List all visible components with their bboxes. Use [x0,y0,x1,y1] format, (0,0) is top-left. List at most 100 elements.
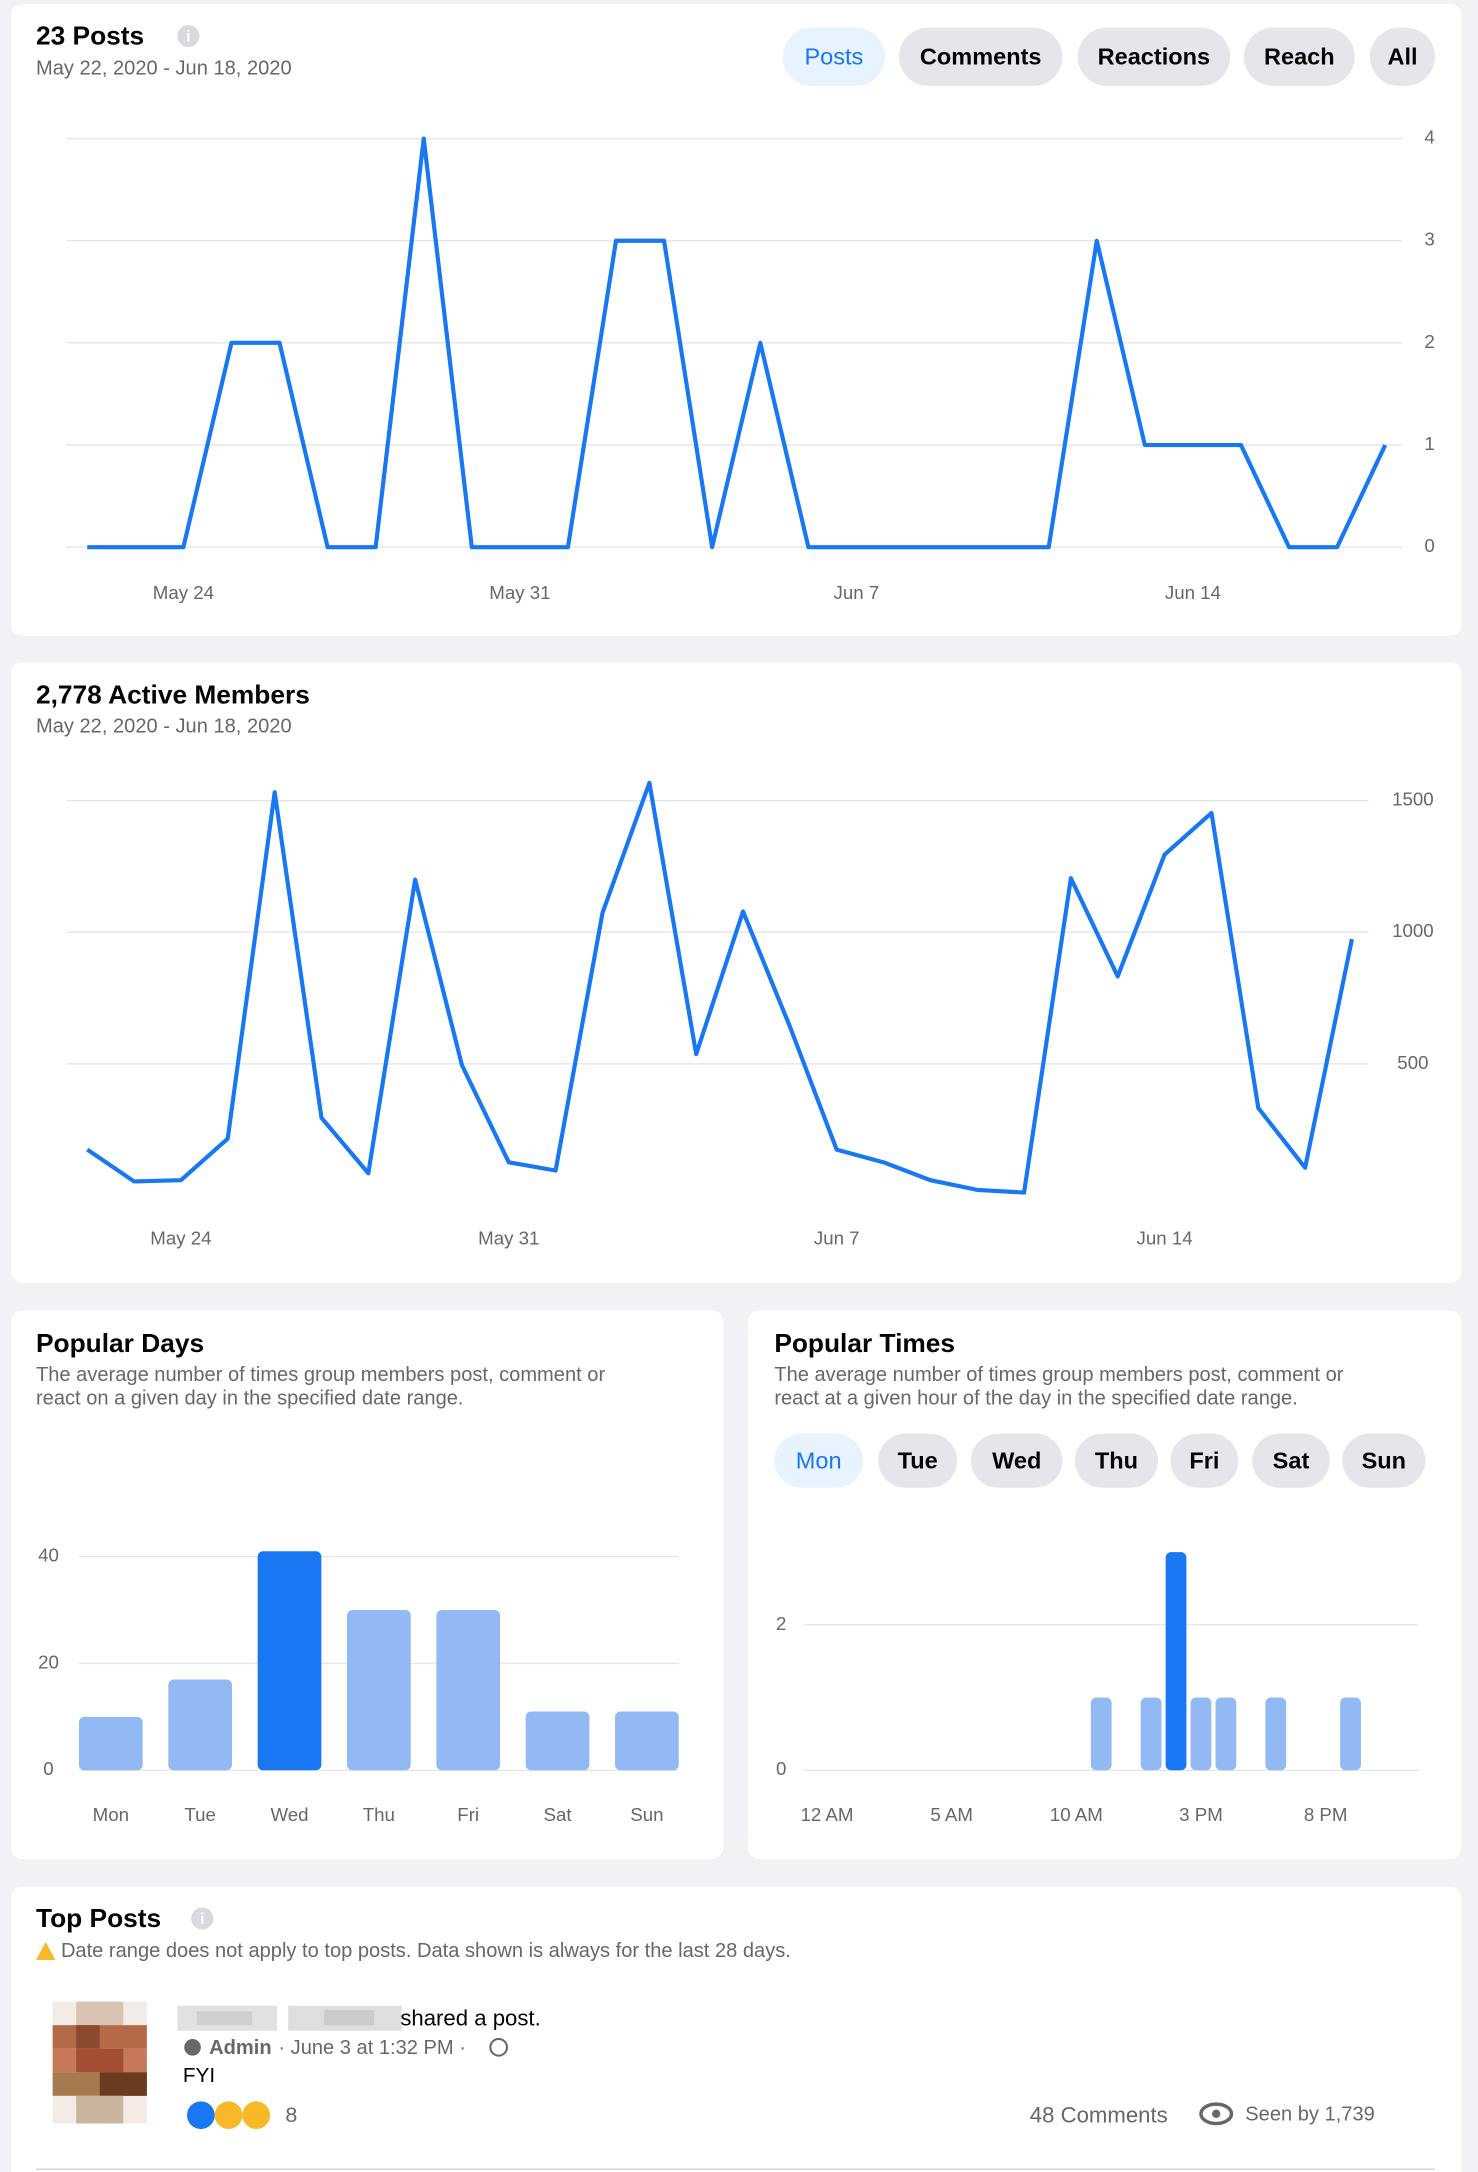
x-tick-label: Tue [184,1804,216,1825]
tab-button[interactable] [774,1433,863,1488]
description: The average number of times group member… [774,1364,1343,1386]
bar[interactable] [1215,1697,1237,1771]
y-tick-label: 0 [776,1758,786,1779]
bar[interactable] [1140,1697,1162,1771]
wow-icon [242,2101,271,2130]
seen-count: Seen by 1,739 [1245,2103,1375,2125]
bar[interactable] [436,1609,501,1771]
metric-tabs: Posts Comments Reactions Reach All [782,27,1436,86]
date-range: May 22, 2020 - Jun 18, 2020 [36,716,292,738]
avatar [52,2001,147,2124]
haha-icon [214,2101,243,2130]
x-tick-label: Sun [630,1804,663,1825]
tab-label: Tue [898,1447,938,1473]
y-tick-label: 20 [38,1651,59,1672]
bar[interactable] [525,1711,590,1771]
x-tick-label: 5 AM [930,1804,973,1825]
globe-icon [489,2037,509,2057]
tab-button[interactable] [1252,1433,1330,1488]
tab-label: Sun [1362,1447,1406,1473]
bar[interactable] [1165,1552,1187,1771]
tab-button[interactable] [1369,27,1436,86]
tab-label: Comments [920,43,1042,69]
reaction-count: 8 [285,2103,297,2127]
y-tick-label: 2 [776,1613,786,1634]
info-icon[interactable] [177,24,200,48]
tab-button[interactable] [898,27,1063,86]
card-title: Popular Days [36,1328,204,1358]
x-tick-label: Sat [544,1804,573,1825]
like-icon [187,2101,215,2130]
tab-label: All [1387,43,1417,69]
info-glyph: i [186,28,190,45]
y-tick-label: 1000 [1392,920,1434,941]
tab-label: Reach [1264,43,1335,69]
card-title: 2,778 Active Members [36,680,310,710]
description: react at a given hour of the day in the … [774,1387,1298,1409]
x-tick-label: Jun 7 [814,1228,860,1249]
top-posts-card [11,1886,1462,2172]
x-tick-label: May 31 [489,582,550,603]
tab-button[interactable] [971,1433,1063,1488]
bar[interactable] [1090,1697,1112,1771]
tab-label: Mon [796,1447,842,1473]
x-tick-label: 12 AM [800,1804,853,1825]
card-title: Popular Times [774,1328,955,1358]
line [86,780,1354,1195]
bar[interactable] [1190,1697,1212,1771]
bar[interactable] [346,1609,411,1771]
y-tick-label: 1 [1424,433,1434,454]
bar[interactable] [1265,1697,1287,1771]
tab-button[interactable] [1170,1433,1239,1488]
x-tick-label: May 31 [478,1228,539,1249]
info-glyph: i [200,1911,204,1928]
x-tick-label: 8 PM [1304,1804,1348,1825]
x-tick-label: 3 PM [1179,1804,1223,1825]
y-tick-label: 1500 [1392,789,1434,810]
description: react on a given day in the specified da… [36,1387,464,1409]
y-tick-label: 2 [1424,331,1434,352]
x-tick-label: Thu [363,1804,395,1825]
x-tick-label: May 24 [153,582,214,603]
bar[interactable] [257,1551,322,1771]
y-tick-label: 4 [1424,126,1434,147]
post-role: Admin [209,2037,271,2059]
date-range: May 22, 2020 - Jun 18, 2020 [36,58,292,80]
tab-button[interactable] [782,27,886,86]
y-tick-label: 0 [1424,535,1434,556]
bar[interactable] [168,1679,233,1771]
tab-button[interactable] [878,1433,958,1488]
x-tick-label: Mon [93,1804,129,1825]
tab-label: Sat [1273,1447,1310,1473]
bar[interactable] [78,1716,143,1771]
x-tick-label: Wed [270,1804,308,1825]
x-tick-label: Jun 14 [1137,1228,1193,1249]
description: The average number of times group member… [36,1364,605,1386]
blurred-name [177,2005,402,2031]
comment-count[interactable]: 48 Comments [1030,2102,1168,2127]
y-tick-label: 3 [1424,229,1434,250]
x-tick-label: Jun 14 [1165,582,1221,603]
card-title: 23 Posts [36,20,144,50]
y-tick-label: 500 [1397,1052,1428,1073]
posts-card [11,4,1462,636]
tab-label: Wed [992,1447,1041,1473]
x-tick-label: 10 AM [1050,1804,1103,1825]
tab-button[interactable] [1077,27,1231,86]
tab-button[interactable] [1074,1433,1159,1488]
members-card [11,662,1462,1283]
line [87,136,1388,550]
y-tick-label: 40 [38,1545,59,1566]
bar[interactable] [615,1711,679,1771]
bar[interactable] [1340,1697,1361,1771]
notice: Date range does not apply to top posts. … [61,1940,791,1962]
post-meta: · June 3 at 1:32 PM · [278,2037,466,2059]
info-icon[interactable] [191,1907,214,1930]
tab-button[interactable] [1243,27,1355,86]
post-action: shared a post. [400,2005,540,2030]
admin-badge [184,2039,201,2056]
tab-button[interactable] [1342,1433,1426,1488]
eye-icon [1199,2102,1234,2126]
